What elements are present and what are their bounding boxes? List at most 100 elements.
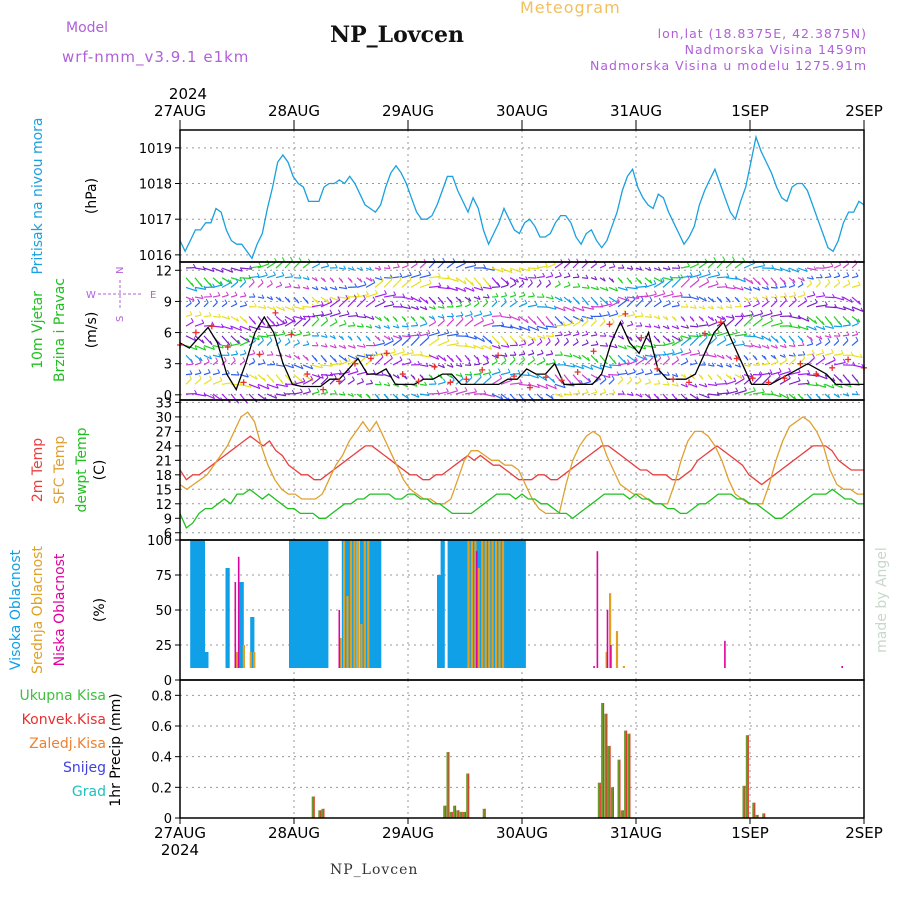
wind-barb xyxy=(770,286,778,289)
wind-barb xyxy=(239,304,247,308)
wind-barb xyxy=(302,286,310,290)
wind-barb xyxy=(653,315,661,320)
wind-barb xyxy=(500,267,513,274)
wind-barb-feather xyxy=(290,273,294,278)
wind-barb xyxy=(707,354,717,358)
wind-barb-feather xyxy=(220,281,224,286)
wind-barb xyxy=(653,267,661,271)
wind-barb-feather xyxy=(810,340,814,345)
wind-barb xyxy=(644,299,653,308)
wind-barb-feather xyxy=(791,338,795,343)
wind-barb-feather xyxy=(774,297,778,302)
wind-barb xyxy=(770,296,778,299)
precip-bar xyxy=(321,808,325,818)
wind-barb-feather xyxy=(536,326,540,331)
wind-barb-feather xyxy=(757,281,761,286)
t2m-axis-title: 2m Temp xyxy=(30,438,46,502)
wind-barb-feather xyxy=(506,280,510,285)
wind-barb-feather xyxy=(698,270,702,275)
wind-barb xyxy=(590,391,598,395)
wind-barb-feather xyxy=(432,258,436,263)
wind-barb xyxy=(590,263,597,269)
y-tick-label: 6 xyxy=(164,527,172,542)
wind-barb xyxy=(851,393,859,396)
wind-barb-feather xyxy=(299,329,302,334)
wind-barb xyxy=(788,284,795,288)
wind-barb xyxy=(203,372,211,376)
wind-barb xyxy=(374,356,384,366)
wind-barb-feather xyxy=(245,338,249,343)
wind-barb xyxy=(239,383,252,388)
wind-barb-feather xyxy=(446,329,450,334)
wind-barb-feather xyxy=(581,364,585,369)
wind-barb xyxy=(491,360,498,366)
wind-barb xyxy=(833,275,840,279)
wind-barb xyxy=(266,261,277,269)
wind-barb xyxy=(383,383,390,387)
y-tick-label: 21 xyxy=(155,454,172,469)
wind-barb-feather xyxy=(321,310,325,315)
wind-barb-feather xyxy=(314,357,318,362)
wind-barb-feather xyxy=(552,378,556,383)
wind-barb-feather xyxy=(480,286,484,291)
wind-barb-feather xyxy=(324,343,328,348)
precip-bar xyxy=(466,773,470,818)
wind-barb xyxy=(770,300,778,308)
wind-barb xyxy=(320,286,328,291)
wind-barb-feather xyxy=(694,359,698,364)
wind-barb xyxy=(689,279,700,288)
wind-barb-feather xyxy=(624,296,628,301)
cloud-mid-bar xyxy=(498,540,501,668)
wind-barb-feather xyxy=(667,354,670,359)
wind-barb xyxy=(563,296,572,304)
precip-bar xyxy=(745,735,749,818)
wind-gust-marker xyxy=(638,334,645,341)
wind-barb xyxy=(563,275,571,279)
wind-barb xyxy=(509,382,522,385)
wind-barb-feather xyxy=(691,317,695,322)
wind-barb-feather xyxy=(541,293,545,298)
wind-barb xyxy=(338,323,347,327)
wind-barb-feather xyxy=(499,312,502,317)
wind-barb xyxy=(212,302,218,308)
wind-barb xyxy=(194,344,206,351)
wind-barb xyxy=(842,324,851,327)
wind-barb xyxy=(185,314,193,318)
wind-barb xyxy=(527,282,533,288)
wind-axis-subtitle: Brzina i Pravac xyxy=(52,278,68,382)
wind-barb xyxy=(221,302,228,308)
wind-barb xyxy=(509,325,522,331)
wind-barb xyxy=(572,341,579,347)
wind-barb-feather xyxy=(291,364,295,369)
wind-barb xyxy=(185,302,192,308)
wind-barb-feather xyxy=(824,301,828,306)
wind-barb xyxy=(806,315,818,324)
wind-barb-feather xyxy=(237,339,241,344)
wind-barb-feather xyxy=(538,279,542,284)
wind-barb-feather xyxy=(702,305,706,310)
wind-barb-feather xyxy=(369,266,373,271)
wind-gust-marker xyxy=(415,378,422,385)
wind-barb xyxy=(626,286,638,290)
wind-barb xyxy=(302,378,313,385)
wind-barb xyxy=(311,377,321,385)
wind-barb-feather xyxy=(773,354,777,359)
wind-barb xyxy=(698,296,707,302)
wind-barb xyxy=(428,261,436,269)
wind-barb-feather xyxy=(363,313,367,318)
wind-barb-feather xyxy=(587,357,591,362)
wind-barb xyxy=(833,340,840,346)
wind-barb-feather xyxy=(247,338,250,343)
precip-bar xyxy=(601,703,605,818)
wind-barb-feather xyxy=(282,330,286,335)
wind-barb xyxy=(374,301,385,308)
wind-gust-marker xyxy=(765,379,772,386)
wind-barb xyxy=(806,353,815,356)
wind-barb xyxy=(185,363,194,366)
wind-barb xyxy=(257,263,270,269)
wind-barb-feather xyxy=(700,375,704,380)
wind-barb xyxy=(230,353,238,356)
wind-barb-feather xyxy=(533,274,537,279)
wind-barb xyxy=(203,378,212,385)
pressure-axis-unit: (hPa) xyxy=(84,178,100,214)
